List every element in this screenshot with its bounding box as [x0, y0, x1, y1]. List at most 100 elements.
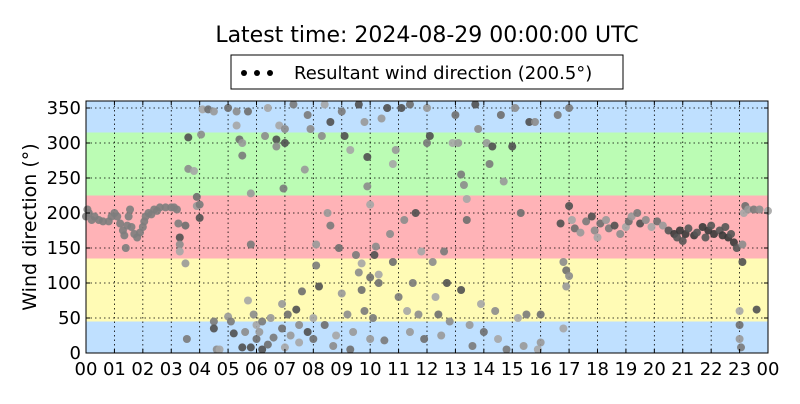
data-point	[516, 209, 525, 217]
data-point	[286, 331, 295, 340]
data-point	[576, 228, 585, 237]
data-point	[366, 335, 375, 343]
data-point	[565, 104, 574, 112]
y-tick-label: 0	[70, 343, 81, 364]
data-point	[403, 307, 412, 315]
data-point	[755, 205, 764, 214]
data-point	[337, 107, 346, 116]
data-point	[243, 107, 252, 116]
data-point	[391, 146, 400, 154]
data-point	[209, 317, 218, 326]
data-point	[525, 118, 534, 126]
data-point	[246, 189, 255, 198]
x-tick-label: 19	[614, 359, 637, 380]
data-points	[82, 100, 772, 354]
data-point	[386, 230, 395, 238]
x-tick-label: 16	[529, 359, 552, 380]
data-point	[593, 233, 602, 242]
x-tick-label: 11	[387, 359, 410, 380]
data-point	[249, 310, 258, 319]
data-point	[357, 286, 366, 294]
data-point	[120, 231, 129, 240]
data-point	[735, 335, 744, 343]
data-point	[357, 259, 366, 268]
data-point	[320, 321, 329, 329]
data-point	[633, 209, 642, 217]
data-point	[309, 335, 318, 343]
data-point	[346, 345, 355, 354]
data-point	[241, 328, 250, 336]
legend: Resultant wind direction (200.5°)	[230, 54, 624, 90]
data-point	[340, 132, 349, 140]
data-point	[198, 105, 207, 114]
data-point	[499, 177, 508, 186]
data-point	[423, 139, 431, 147]
data-point	[238, 139, 247, 147]
data-point	[405, 328, 414, 336]
data-point	[425, 132, 434, 140]
data-point	[411, 209, 420, 217]
data-point	[744, 205, 753, 214]
data-point	[701, 233, 710, 242]
y-tick-label: 350	[47, 98, 81, 119]
data-point	[280, 139, 289, 147]
data-point	[533, 345, 542, 354]
data-point	[536, 338, 545, 347]
data-point	[224, 104, 233, 112]
data-point	[370, 251, 379, 259]
data-point	[332, 331, 341, 340]
data-point	[309, 314, 318, 322]
data-point	[434, 310, 443, 319]
y-axis-ticks: 0 50 100 150 200 250 300 350	[47, 98, 768, 364]
data-point	[485, 160, 494, 168]
x-tick-label: 02	[131, 359, 154, 380]
data-point	[278, 324, 287, 333]
data-point	[127, 223, 136, 231]
data-point	[553, 111, 562, 119]
data-point	[442, 279, 451, 287]
data-point	[414, 310, 423, 319]
x-tick-label: 14	[472, 359, 495, 380]
y-axis-label: Wind direction (°)	[19, 143, 41, 310]
y-tick-label: 150	[47, 238, 81, 259]
data-point	[124, 212, 133, 221]
x-tick-label: 22	[700, 359, 723, 380]
data-point	[420, 335, 429, 343]
data-point	[567, 216, 576, 224]
legend-marker-dot	[254, 70, 260, 76]
data-point	[337, 289, 346, 298]
x-tick-label: 20	[643, 359, 666, 380]
data-point	[295, 321, 304, 329]
data-point	[246, 240, 255, 249]
x-tick-label: 01	[103, 359, 126, 380]
data-point	[559, 324, 568, 333]
data-point	[238, 343, 247, 352]
data-point	[513, 314, 522, 322]
data-point	[175, 247, 184, 256]
data-point	[587, 212, 596, 221]
data-point	[329, 342, 338, 350]
data-point	[440, 247, 449, 256]
data-point	[306, 125, 315, 133]
data-point	[121, 244, 130, 252]
x-tick-label: 15	[501, 359, 524, 380]
x-tick-label: 12	[416, 359, 439, 380]
data-point	[508, 142, 517, 151]
data-point	[738, 240, 747, 249]
data-point	[488, 142, 497, 151]
data-point	[312, 240, 321, 249]
legend-box	[230, 54, 624, 90]
data-point	[511, 104, 520, 112]
data-point	[496, 111, 505, 119]
data-point	[502, 345, 511, 354]
data-point	[428, 258, 437, 266]
data-point	[602, 216, 611, 224]
legend-marker-dot	[241, 70, 247, 76]
x-tick-label: 00	[75, 359, 98, 380]
data-point	[445, 317, 454, 326]
data-point	[565, 202, 574, 210]
data-point	[408, 279, 417, 287]
data-point	[334, 244, 343, 252]
data-point	[522, 310, 531, 319]
